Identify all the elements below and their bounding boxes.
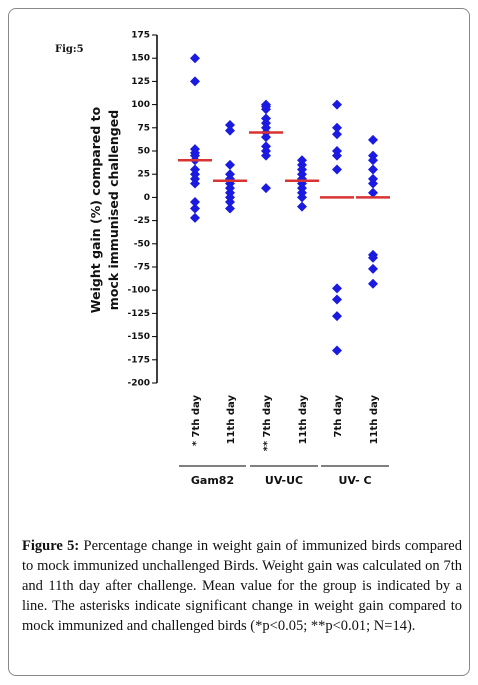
data-point bbox=[297, 201, 307, 212]
y-tick-label: 75 bbox=[137, 123, 150, 133]
figure-label: Fig:5 bbox=[55, 44, 84, 55]
y-tick-label: 125 bbox=[131, 77, 150, 87]
data-point bbox=[225, 203, 235, 214]
data-point bbox=[368, 178, 378, 189]
data-point bbox=[332, 164, 342, 175]
y-tick-label: -25 bbox=[134, 216, 150, 226]
y-tick-label: -100 bbox=[127, 286, 150, 296]
data-point bbox=[368, 164, 378, 175]
y-tick-label: 0 bbox=[144, 193, 150, 203]
data-point bbox=[297, 192, 307, 203]
y-tick-label: 175 bbox=[131, 31, 150, 41]
caption-label: Figure 5: bbox=[22, 538, 80, 554]
group-label: UV-UC bbox=[265, 474, 303, 487]
data-point bbox=[190, 197, 200, 208]
data-point bbox=[368, 187, 378, 198]
y-tick-label: -75 bbox=[134, 263, 150, 273]
data-point bbox=[190, 53, 200, 64]
data-point bbox=[190, 76, 200, 87]
data-point bbox=[368, 278, 378, 289]
y-tick-label: -150 bbox=[127, 332, 150, 342]
y-tick-label: 25 bbox=[137, 170, 150, 180]
data-point bbox=[261, 132, 271, 143]
x-tick-label: * 7th day bbox=[191, 395, 202, 447]
data-point bbox=[332, 99, 342, 110]
data-point bbox=[190, 203, 200, 214]
y-axis-label: Weight gain (%) compared to bbox=[88, 106, 103, 313]
figure-frame bbox=[8, 8, 470, 676]
x-tick-label: 11th day bbox=[298, 395, 309, 445]
x-tick-label: ** 7th day bbox=[262, 395, 273, 452]
data-point bbox=[368, 155, 378, 166]
x-tick-label: 11th day bbox=[226, 395, 237, 445]
y-tick-label: -200 bbox=[127, 379, 150, 389]
data-point bbox=[225, 159, 235, 170]
x-tick-label: 7th day bbox=[333, 395, 344, 438]
data-point bbox=[261, 150, 271, 161]
x-tick-label: 11th day bbox=[369, 395, 380, 445]
caption: Figure 5: Percentage change in weight ga… bbox=[22, 536, 462, 636]
data-point bbox=[368, 252, 378, 263]
data-point bbox=[332, 129, 342, 140]
data-point bbox=[225, 120, 235, 131]
data-point bbox=[332, 150, 342, 161]
data-point bbox=[368, 263, 378, 274]
data-point bbox=[332, 122, 342, 133]
chart: Fig:5 -200 -175 -150 -125 -100 -75 -50 -25 0 25 50… bbox=[55, 31, 390, 487]
y-tick-label: 150 bbox=[131, 54, 150, 64]
y-tick-label: -50 bbox=[134, 239, 150, 249]
y-tick-label: 50 bbox=[137, 147, 150, 157]
y-tick-label: -175 bbox=[127, 355, 150, 365]
data-point bbox=[261, 183, 271, 194]
y-axis-label: mock immunised challenged bbox=[106, 110, 121, 310]
data-point bbox=[368, 134, 378, 145]
caption-text: Percentage change in weight gain of immu… bbox=[22, 538, 462, 634]
y-tick-label: 100 bbox=[131, 100, 150, 110]
data-point bbox=[332, 345, 342, 356]
data-point bbox=[225, 197, 235, 208]
group-label: UV- C bbox=[338, 474, 371, 487]
y-tick-label: -125 bbox=[127, 309, 150, 319]
data-point bbox=[261, 104, 271, 115]
group-label: Gam82 bbox=[191, 474, 234, 487]
data-point bbox=[190, 212, 200, 223]
data-point bbox=[225, 125, 235, 136]
data-point bbox=[190, 178, 200, 189]
data-point bbox=[332, 283, 342, 294]
data-point bbox=[332, 294, 342, 305]
data-point bbox=[332, 311, 342, 322]
